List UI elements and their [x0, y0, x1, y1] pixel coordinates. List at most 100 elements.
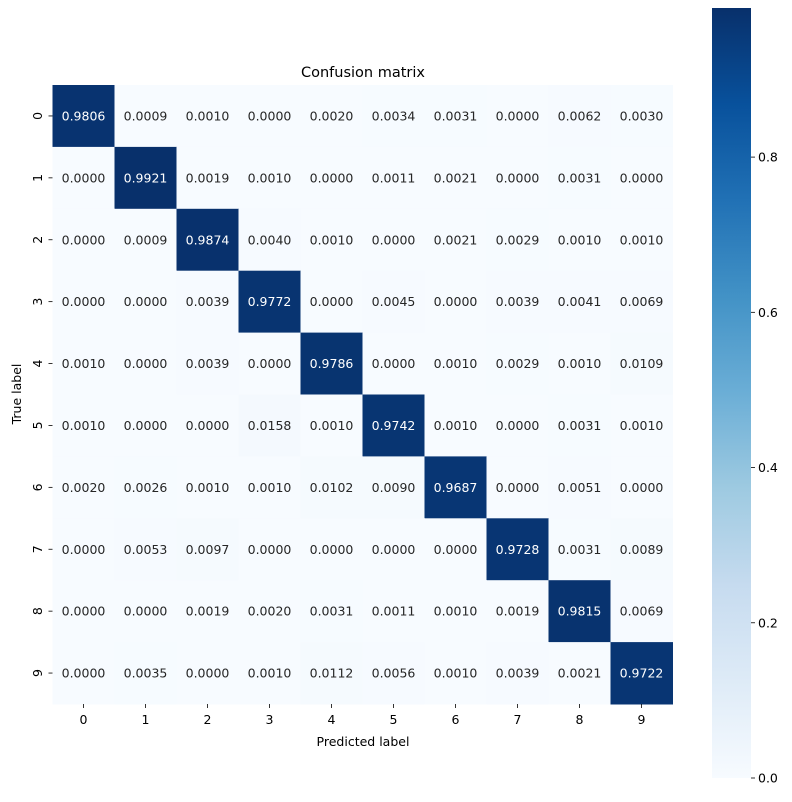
- heatmap-cell: [486, 85, 549, 148]
- heatmap-cell: [424, 270, 487, 334]
- heatmap-cell: [362, 332, 425, 395]
- cell-value-label: 0.0040: [248, 232, 292, 247]
- cell-value-label: 0.0030: [620, 108, 664, 123]
- heatmap-cell: [114, 332, 177, 395]
- cell-value-label: 0.0019: [496, 604, 540, 619]
- cell-value-label: 0.0000: [372, 232, 416, 247]
- heatmap-cell: [114, 270, 177, 334]
- cell-value-label: 0.0010: [434, 356, 478, 371]
- heatmap-cell: [548, 518, 611, 581]
- heatmap-cell: [362, 518, 425, 581]
- x-axis-label: Predicted label: [317, 734, 410, 749]
- heatmap-cell: [52, 456, 115, 519]
- y-tick-label: 5: [30, 421, 45, 429]
- heatmap-cell: [486, 146, 549, 210]
- cell-value-label: 0.0009: [124, 232, 168, 247]
- cell-value-label: 0.0009: [124, 108, 168, 123]
- heatmap-cell: [300, 518, 363, 581]
- cell-value-label: 0.9687: [434, 480, 478, 495]
- cell-value-label: 0.0000: [496, 418, 540, 433]
- heatmap-cell: [486, 580, 549, 643]
- heatmap-cell: [52, 146, 115, 210]
- cell-value-label: 0.0000: [496, 108, 540, 123]
- y-tick-label: 0: [30, 112, 45, 120]
- cell-value-label: 0.0031: [434, 108, 478, 123]
- heatmap-cell: [548, 332, 611, 395]
- x-tick-label: 3: [266, 712, 274, 727]
- heatmap-cell: [548, 580, 611, 643]
- cell-value-label: 0.0020: [62, 480, 106, 495]
- heatmap-cell: [610, 456, 673, 519]
- cell-value-label: 0.0069: [620, 604, 664, 619]
- x-tick-label: 7: [514, 712, 522, 727]
- cell-value-label: 0.0158: [248, 418, 292, 433]
- heatmap-cell: [548, 394, 611, 457]
- cell-value-label: 0.0010: [434, 666, 478, 681]
- cell-value-label: 0.0010: [186, 108, 230, 123]
- cell-value-label: 0.0021: [558, 666, 602, 681]
- heatmap-cell: [486, 518, 549, 581]
- cell-value-label: 0.0000: [62, 666, 106, 681]
- cell-value-label: 0.0000: [310, 542, 354, 557]
- colorbar-tick-label: 0.6: [758, 305, 778, 320]
- cell-value-label: 0.0000: [496, 480, 540, 495]
- cell-value-label: 0.0112: [310, 666, 354, 681]
- y-tick-label: 2: [30, 236, 45, 244]
- heatmap-cell: [610, 580, 673, 643]
- cell-value-label: 0.0090: [372, 480, 416, 495]
- heatmap-cell: [424, 208, 487, 272]
- cell-value-label: 0.0011: [372, 604, 416, 619]
- cell-value-label: 0.0000: [62, 232, 106, 247]
- heatmap-cell: [548, 85, 611, 148]
- heatmap-cell: [300, 146, 363, 210]
- heatmap-cell: [486, 270, 549, 334]
- heatmap-cell: [238, 518, 301, 581]
- x-tick-label: 9: [638, 712, 646, 727]
- heatmap-cell: [176, 208, 239, 272]
- heatmap-cell: [238, 642, 301, 705]
- heatmap-cell: [238, 332, 301, 395]
- cell-value-label: 0.0000: [496, 170, 540, 185]
- cell-value-label: 0.0000: [62, 294, 106, 309]
- heatmap-cell: [176, 456, 239, 519]
- x-axis-ticks: 0 1 2 3 4 5 6 7 8 9: [80, 704, 646, 727]
- cell-value-label: 0.0029: [496, 232, 540, 247]
- heatmap-cell: [486, 642, 549, 705]
- cell-value-label: 0.0020: [310, 108, 354, 123]
- x-tick-label: 8: [576, 712, 584, 727]
- x-tick-label: 2: [204, 712, 212, 727]
- cell-value-label: 0.0010: [434, 604, 478, 619]
- y-tick-label: 8: [30, 607, 45, 615]
- cell-value-label: 0.0000: [248, 356, 292, 371]
- heatmap-cell: [486, 456, 549, 519]
- chart-title: Confusion matrix: [301, 65, 425, 81]
- heatmap-cell: [300, 456, 363, 519]
- heatmap-cell: [52, 642, 115, 705]
- cell-value-label: 0.0010: [434, 418, 478, 433]
- cell-value-label: 0.9742: [372, 418, 416, 433]
- cell-value-label: 0.9772: [248, 294, 292, 309]
- cell-value-label: 0.0010: [62, 356, 106, 371]
- cell-value-label: 0.0000: [124, 604, 168, 619]
- heatmap-cell: [610, 518, 673, 581]
- heatmap-cell: [238, 270, 301, 334]
- heatmap-cell: [238, 394, 301, 457]
- cell-value-label: 0.0010: [248, 170, 292, 185]
- heatmap-cell: [610, 85, 673, 148]
- cell-value-label: 0.0031: [558, 542, 602, 557]
- heatmap-cell: [114, 85, 177, 148]
- heatmap-cell: [238, 456, 301, 519]
- heatmap-cell: [362, 208, 425, 272]
- colorbar-ticks: 0.0 0.2 0.4 0.6 0.8: [751, 150, 778, 786]
- cell-value-label: 0.0000: [186, 418, 230, 433]
- cell-value-label: 0.0056: [372, 666, 416, 681]
- cell-value-label: 0.0011: [372, 170, 416, 185]
- cell-value-label: 0.0089: [620, 542, 664, 557]
- cell-value-label: 0.0102: [310, 480, 354, 495]
- cell-value-label: 0.0010: [186, 480, 230, 495]
- cell-value-label: 0.0026: [124, 480, 168, 495]
- heatmap-cell: [424, 456, 487, 519]
- heatmap-cell: [176, 332, 239, 395]
- heatmap-cell: [548, 642, 611, 705]
- cell-value-label: 0.9806: [62, 108, 106, 123]
